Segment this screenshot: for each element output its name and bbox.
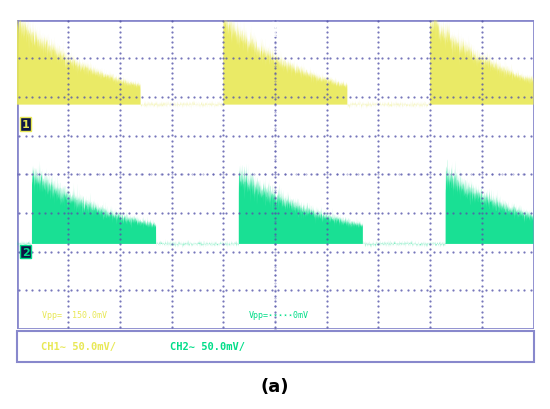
Text: Vpp=⋆⋆⋆⋆⋆0mV: Vpp=⋆⋆⋆⋆⋆0mV: [249, 310, 309, 319]
Text: (a): (a): [261, 378, 289, 396]
Text: CH1∼ 50.0mV/: CH1∼ 50.0mV/: [41, 342, 116, 352]
Text: T: T: [272, 30, 278, 39]
Text: 500kSa/s: 500kSa/s: [426, 342, 476, 352]
Text: CH2∼ 50.0mV/: CH2∼ 50.0mV/: [170, 342, 245, 352]
Text: Vpp=  150.0mV: Vpp= 150.0mV: [42, 310, 107, 319]
Text: 200.0us/: 200.0us/: [317, 342, 367, 352]
Text: 2: 2: [22, 247, 30, 257]
Text: 1: 1: [22, 120, 30, 130]
